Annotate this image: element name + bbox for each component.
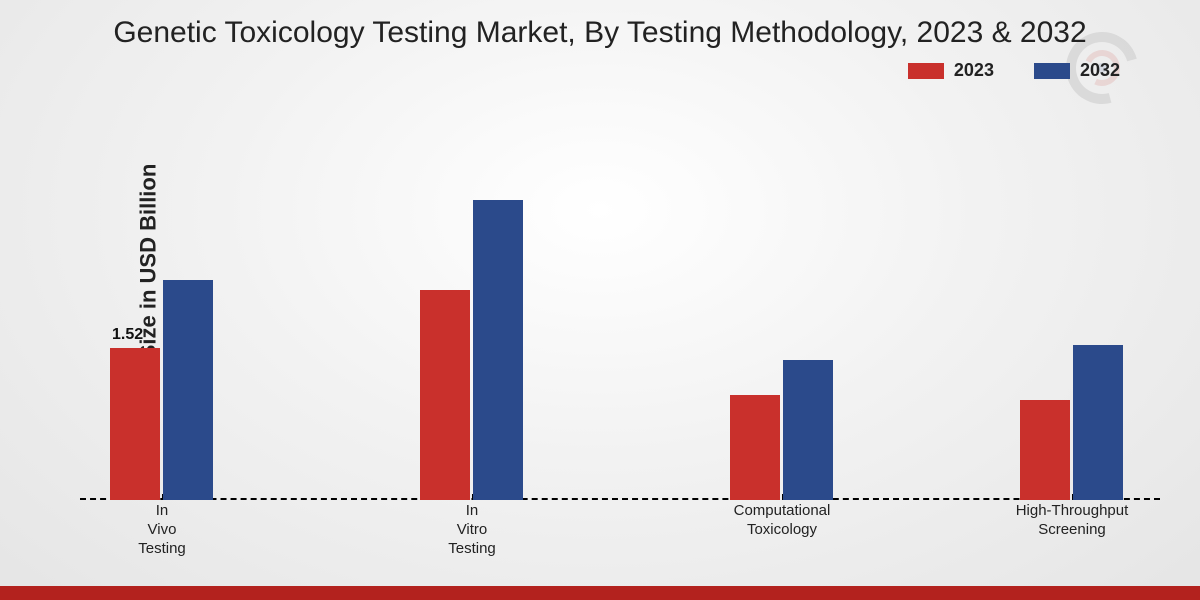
legend-item-2032: 2032 (1034, 60, 1120, 81)
footer-bar (0, 586, 1200, 600)
x-label-1: InVitroTesting (382, 502, 562, 558)
x-label-0: InVivoTesting (72, 502, 252, 558)
bar-value-label: 1.52 (110, 326, 213, 344)
legend-label-2023: 2023 (954, 60, 994, 81)
bar-2023-1 (420, 290, 470, 500)
x-axis-baseline (80, 498, 1160, 500)
bar-2023-0 (110, 348, 160, 500)
plot-area: 1.52 (80, 100, 1160, 500)
bar-2032-0 (163, 280, 213, 500)
chart-container: Genetic Toxicology Testing Market, By Te… (0, 0, 1200, 600)
bar-group-1 (420, 200, 523, 500)
bar-group-0: 1.52 (110, 280, 213, 500)
legend: 2023 2032 (908, 60, 1120, 81)
legend-item-2023: 2023 (908, 60, 994, 81)
legend-swatch-2032 (1034, 63, 1070, 79)
bar-2032-3 (1073, 345, 1123, 500)
bar-group-3 (1020, 345, 1123, 500)
bar-2023-3 (1020, 400, 1070, 500)
x-label-2: ComputationalToxicology (692, 502, 872, 540)
bar-2023-2 (730, 395, 780, 500)
chart-title: Genetic Toxicology Testing Market, By Te… (0, 16, 1200, 50)
legend-swatch-2023 (908, 63, 944, 79)
legend-label-2032: 2032 (1080, 60, 1120, 81)
bar-group-2 (730, 360, 833, 500)
bar-2032-1 (473, 200, 523, 500)
x-label-3: High-ThroughputScreening (982, 502, 1162, 540)
bar-2032-2 (783, 360, 833, 500)
